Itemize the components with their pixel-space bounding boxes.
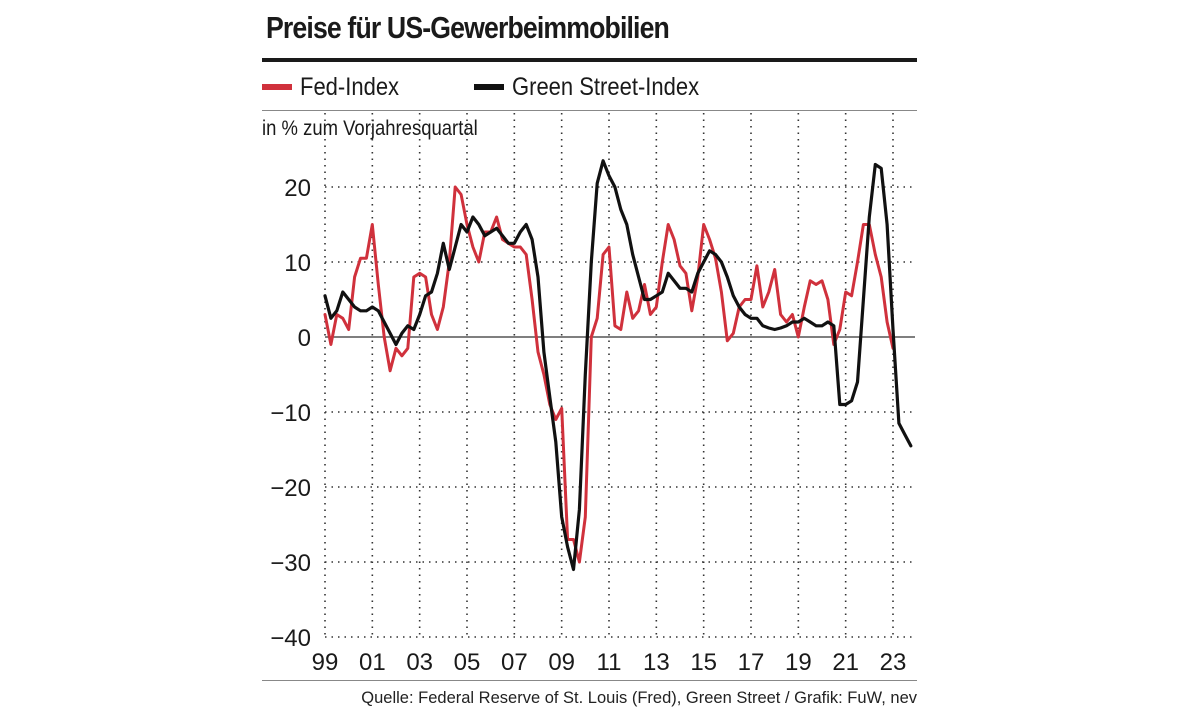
series-layer: [323, 159, 913, 572]
y-tick-label: 20: [284, 175, 311, 202]
y-axis: 20 10 0 −10 −20 −30 −40: [270, 175, 311, 652]
grid: [324, 113, 915, 638]
footer-rule: [262, 680, 917, 681]
x-tick-label: 05: [454, 649, 481, 676]
x-tick-label: 23: [880, 649, 907, 676]
y-tick-label: −30: [270, 550, 311, 577]
series-line-green-street-index: [323, 159, 913, 572]
y-tick-label: −10: [270, 400, 311, 427]
y-tick-label: −40: [270, 625, 311, 652]
x-tick-label: 21: [832, 649, 859, 676]
chart-title: Preise für US-Gewerbeimmobilien: [266, 10, 670, 45]
y-axis-unit-label: in % zum Vorjahresquartal: [262, 117, 478, 140]
x-tick-label: 09: [548, 649, 575, 676]
x-tick-label: 11: [597, 649, 622, 676]
x-tick-label: 19: [785, 649, 812, 676]
legend-item-green-street-index: Green Street-Index: [474, 70, 725, 104]
legend-swatch-green-street-index: [474, 84, 504, 90]
legend-label-green-street-index: Green Street-Index: [512, 72, 700, 101]
x-tick-label: 17: [738, 649, 765, 676]
title-rule: [262, 58, 917, 62]
source-note: Quelle: Federal Reserve of St. Louis (Fr…: [361, 689, 917, 707]
y-tick-label: 10: [284, 250, 311, 277]
legend-item-fed-index: Fed-Index: [262, 70, 413, 104]
x-tick-label: 13: [643, 649, 670, 676]
series-line-fed-index: [323, 185, 895, 564]
x-tick-label: 07: [501, 649, 528, 676]
y-tick-label: 0: [298, 325, 311, 352]
x-tick-label: 15: [690, 649, 717, 676]
legend-label-fed-index: Fed-Index: [300, 72, 400, 101]
x-axis: 99 01 03 05 07 09 11 13 15 17 19 21 23: [312, 649, 907, 676]
legend-swatch-fed-index: [262, 84, 292, 90]
x-tick-label: 99: [312, 649, 339, 676]
x-tick-label: 01: [359, 649, 386, 676]
legend-rule: [262, 110, 917, 111]
y-tick-label: −20: [270, 475, 311, 502]
x-tick-label: 03: [406, 649, 433, 676]
